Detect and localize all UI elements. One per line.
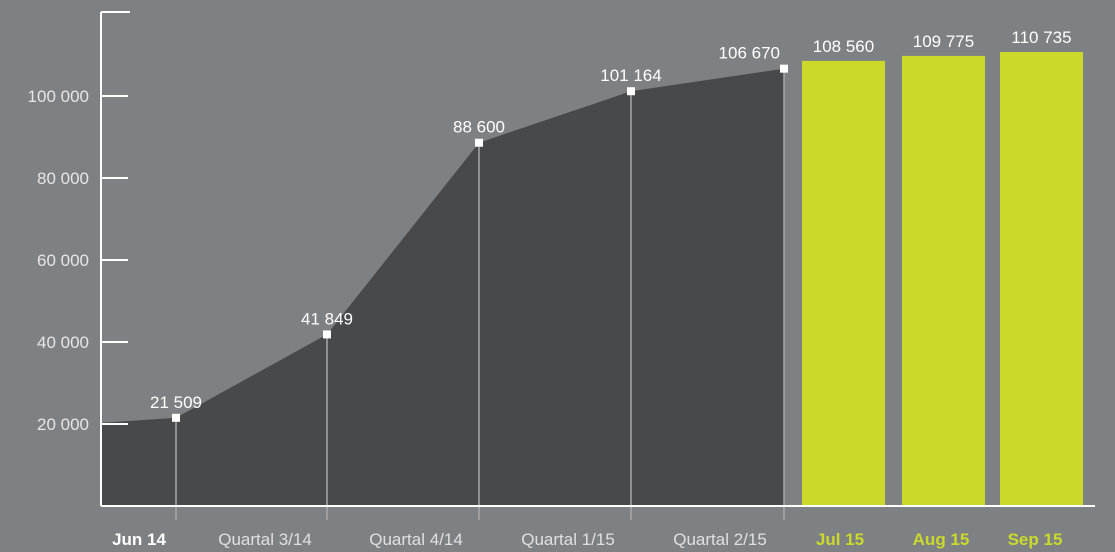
axes <box>100 11 1095 507</box>
y-tick-label: 100 000 <box>28 87 89 106</box>
data-value-label: 41 849 <box>301 309 353 328</box>
drop-lines <box>175 68 785 520</box>
bar-value-label: 110 735 <box>1011 28 1071 47</box>
bar <box>902 55 985 507</box>
data-point-marker <box>475 138 483 147</box>
bar <box>1000 51 1083 506</box>
y-tick-label: 20 000 <box>37 415 89 434</box>
x-tick-label: Quartal 2/15 <box>673 530 767 549</box>
area-fill <box>101 68 784 506</box>
x-tick-label: Sep 15 <box>1008 530 1063 549</box>
x-tick-label: Jun 14 <box>112 530 166 549</box>
bar-value-label: 109 775 <box>913 32 974 51</box>
data-point-marker <box>172 413 180 422</box>
y-tick-labels: 20 000 40 000 60 000 80 000 100 000 <box>28 87 89 434</box>
data-value-label: 101 164 <box>600 66 661 85</box>
area-layer <box>101 68 784 506</box>
bar <box>802 60 885 507</box>
x-tick-label: Aug 15 <box>913 530 970 549</box>
data-value-label: 106 670 <box>719 44 780 63</box>
bar-value-label: 108 560 <box>813 37 874 56</box>
point-markers <box>172 64 788 422</box>
y-tick-label: 60 000 <box>37 251 89 270</box>
y-tick-label: 40 000 <box>37 333 89 352</box>
bar-layer <box>802 51 1083 507</box>
data-point-marker <box>780 64 788 73</box>
x-tick-label: Quartal 4/14 <box>369 530 463 549</box>
x-tick-label: Jul 15 <box>816 530 864 549</box>
data-point-marker <box>323 330 331 339</box>
data-point-marker <box>627 87 635 96</box>
y-tick-label: 80 000 <box>37 169 89 188</box>
data-value-label: 21 509 <box>150 393 202 412</box>
x-tick-labels: Jun 14 Quartal 3/14 Quartal 4/14 Quartal 1/… <box>112 530 1062 549</box>
data-value-label: 88 600 <box>453 118 505 137</box>
x-tick-label: Quartal 3/14 <box>218 530 312 549</box>
value-labels: 21 509 41 849 88 600 101 164 106 670 108 560 1… <box>150 28 1072 412</box>
x-tick-label: Quartal 1/15 <box>521 530 615 549</box>
